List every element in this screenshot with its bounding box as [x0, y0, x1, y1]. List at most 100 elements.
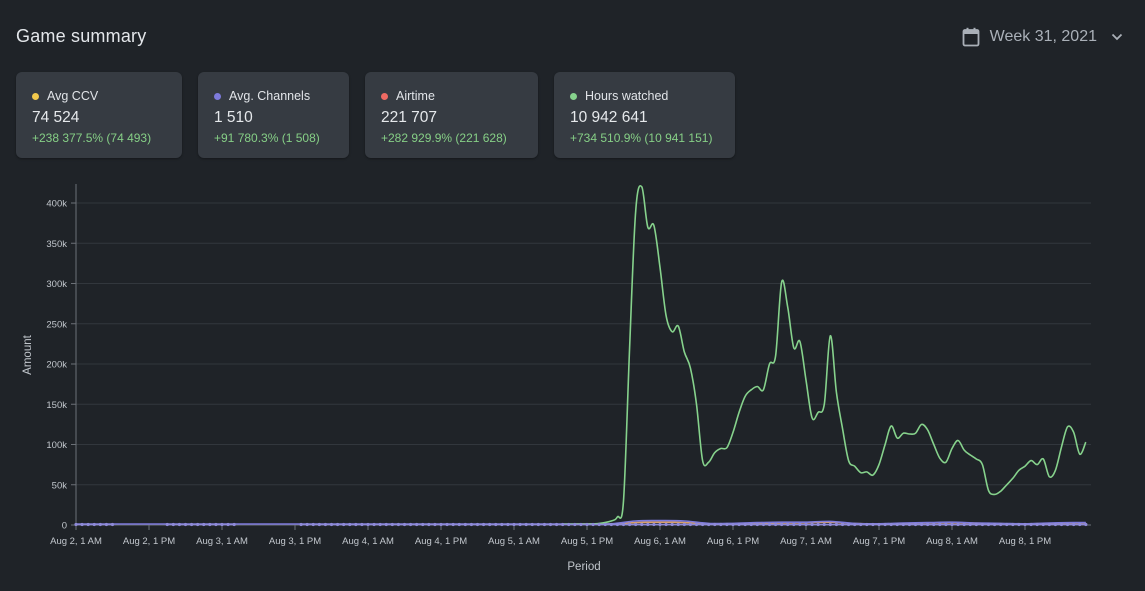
airtime-point: [1029, 522, 1033, 527]
x-tick-label: Aug 2, 1 PM: [123, 536, 175, 547]
airtime-point: [968, 522, 972, 527]
stat-card-hours-watched[interactable]: Hours watched 10 942 641 +734 510.9% (10…: [554, 72, 735, 158]
x-tick-label: Aug 5, 1 PM: [561, 536, 613, 547]
week-picker[interactable]: Week 31, 2021: [962, 24, 1123, 50]
x-tick-label: Aug 2, 1 AM: [50, 536, 102, 547]
stat-card-avg-ccv[interactable]: Avg CCV 74 524 +238 377.5% (74 493): [16, 72, 182, 158]
avg-channels-dot: [214, 92, 221, 100]
airtime-point: [463, 522, 467, 527]
airtime-point: [938, 522, 942, 527]
airtime-point: [481, 522, 486, 527]
airtime-point: [755, 522, 759, 527]
airtime-point: [749, 522, 753, 527]
airtime-point: [773, 522, 778, 527]
x-axis-title: Period: [567, 561, 600, 573]
y-axis-title: Amount: [22, 334, 34, 374]
card-value: 221 707: [381, 109, 438, 126]
airtime-point: [220, 522, 224, 527]
airtime-point: [743, 522, 747, 527]
airtime-point: [999, 522, 1003, 527]
airtime-point: [183, 522, 188, 527]
stat-card-airtime[interactable]: Airtime 221 707 +282 929.9% (221 628): [365, 72, 538, 158]
airtime-point: [469, 522, 474, 527]
airtime-point: [609, 522, 613, 527]
airtime-point: [962, 522, 966, 527]
airtime-point: [415, 522, 419, 527]
airtime-point: [311, 522, 315, 527]
x-tick-label: Aug 7, 1 AM: [780, 536, 832, 547]
airtime-point: [348, 522, 352, 527]
line-chart: 0 50k 100k 150k 200k 250k 300k 350k 400k Aug 2, …: [22, 184, 1091, 573]
airtime-point: [427, 522, 431, 527]
airtime-point: [524, 522, 528, 527]
airtime-point: [980, 522, 985, 527]
airtime-point: [80, 522, 84, 527]
airtime-point: [840, 522, 845, 527]
airtime-point: [542, 522, 547, 527]
x-tick-label: Aug 3, 1 AM: [196, 536, 248, 547]
card-value: 1 510: [214, 109, 253, 126]
airtime-point: [950, 522, 954, 527]
airtime-point: [445, 522, 449, 527]
airtime-point: [676, 522, 680, 527]
calendar-icon: [962, 27, 980, 47]
x-tick-label: Aug 8, 1 PM: [999, 536, 1051, 547]
airtime-point: [92, 522, 96, 527]
airtime-point: [1011, 522, 1015, 527]
airtime-point: [731, 522, 735, 527]
airtime-point: [1053, 522, 1058, 527]
airtime-point: [433, 522, 437, 527]
airtime-point: [305, 522, 309, 527]
card-delta: +282 929.9% (221 628): [381, 131, 507, 145]
series-line-hours-watched: [562, 184, 1087, 525]
airtime-point: [694, 522, 699, 527]
stat-card-avg-channels[interactable]: Avg. Channels 1 510 +91 780.3% (1 508): [198, 72, 349, 158]
airtime-point: [408, 522, 413, 527]
airtime-point: [390, 522, 394, 527]
airtime-point: [816, 522, 820, 527]
airtime-point: [475, 522, 480, 527]
airtime-point: [883, 522, 887, 527]
airtime-point: [518, 522, 522, 527]
chevron-down-icon[interactable]: [1111, 33, 1123, 41]
airtime-point: [530, 522, 534, 527]
card-title: Avg. Channels: [229, 89, 311, 103]
airtime-point: [652, 522, 656, 527]
airtime-point: [597, 522, 601, 527]
airtime-point: [1084, 522, 1088, 527]
airtime-point: [189, 522, 194, 527]
airtime-point: [500, 522, 504, 527]
airtime-point: [104, 522, 109, 527]
airtime-point: [859, 522, 863, 527]
airtime-point: [865, 522, 869, 527]
airtime-point: [561, 522, 565, 527]
hours-watched-dot: [570, 92, 577, 100]
x-tick-label: Aug 7, 1 PM: [853, 536, 905, 547]
avg-ccv-dot: [32, 92, 39, 100]
airtime-point: [1078, 522, 1082, 527]
airtime-point: [488, 522, 492, 527]
airtime-point: [919, 522, 924, 527]
y-tick-label: 350k: [46, 239, 67, 250]
x-tick-label: Aug 3, 1 PM: [269, 536, 321, 547]
airtime-point: [992, 522, 997, 527]
card-title: Avg CCV: [47, 89, 99, 103]
airtime-point: [1059, 522, 1064, 527]
airtime-point: [421, 522, 425, 527]
airtime-point: [798, 522, 802, 527]
airtime-point: [214, 522, 218, 527]
airtime-point: [317, 522, 321, 527]
airtime-point: [974, 522, 978, 527]
airtime-point: [451, 522, 455, 527]
airtime-point: [707, 522, 711, 527]
airtime-point: [567, 522, 571, 527]
airtime-point: [342, 522, 346, 527]
airtime-point: [895, 522, 899, 527]
x-tick-label: Aug 6, 1 PM: [707, 536, 759, 547]
airtime-point: [658, 522, 662, 527]
card-value: 10 942 641: [570, 109, 648, 126]
airtime-point: [299, 522, 303, 527]
airtime-point: [378, 522, 382, 527]
airtime-point: [354, 522, 358, 527]
airtime-point: [323, 522, 328, 527]
